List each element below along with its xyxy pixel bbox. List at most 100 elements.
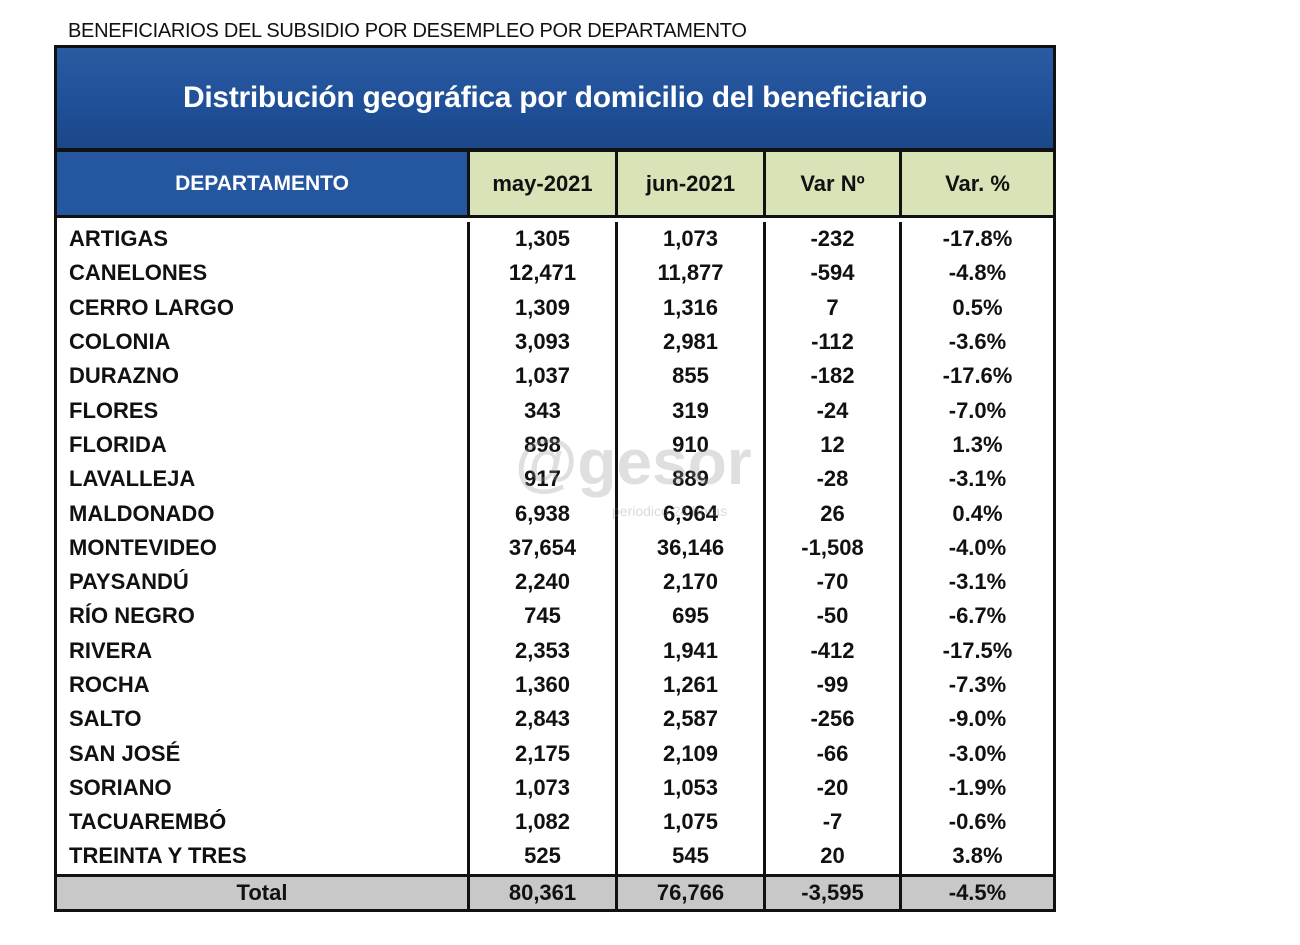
row-cell-1: 2,843 — [470, 702, 618, 737]
row-cell-0: FLORES — [57, 393, 470, 428]
row-cell-4: -17.8% — [942, 226, 1013, 252]
row-cell-1: 1,309 — [470, 290, 618, 325]
table-row: RÍO NEGRO 745 695 -50 -6.7% — [57, 599, 1053, 634]
row-cell-4: -9.0% — [948, 706, 1007, 732]
row-cell-1: 3,093 — [470, 324, 618, 360]
header-cell-1: may-2021 — [470, 152, 618, 215]
row-cell-2: 1,316 — [618, 290, 766, 325]
table-row: RIVERA 2,353 1,941 -412 -17.5% — [57, 633, 1053, 668]
table-row: PAYSANDÚ 2,240 2,170 -70 -3.1% — [57, 564, 1053, 600]
row-cell-2: 1,941 — [618, 633, 766, 668]
row-cell-4: -0.6% — [948, 809, 1007, 835]
table-header-row: DEPARTAMENTO may-2021 jun-2021 Var Nº Var. % — [57, 152, 1053, 218]
row-cell-0: TREINTA Y TRES — [57, 839, 470, 874]
row-cell-1: 525 — [470, 839, 618, 874]
header-cell-3: Var Nº — [766, 152, 902, 215]
row-cell-0: RÍO NEGRO — [57, 599, 470, 634]
row-cell-0: SORIANO — [57, 770, 470, 806]
row-cell-1: 2,175 — [470, 736, 618, 771]
row-cell-4: 1.3% — [952, 431, 1003, 457]
table-row: FLORIDA 898 910 12 1.3% — [57, 427, 1053, 463]
row-cell-4: -3.0% — [948, 740, 1007, 766]
header-cell-2: jun-2021 — [618, 152, 766, 215]
row-cell-1: 745 — [470, 599, 618, 634]
row-cell-0: SALTO — [57, 702, 470, 737]
row-cell-3: -7 — [766, 805, 902, 840]
table-title: Distribución geográfica por domicilio de… — [57, 48, 1053, 152]
row-cell-3: -66 — [766, 736, 902, 771]
row-cell-0: LAVALLEJA — [57, 462, 470, 497]
document-caption: BENEFICIARIOS DEL SUBSIDIO POR DESEMPLEO… — [68, 20, 747, 42]
table-body: ARTIGAS 1,305 1,073 -232 -17.8% CANELONES 12,4… — [57, 218, 1053, 874]
row-cell-1: 1,082 — [470, 805, 618, 840]
header-cell-0: DEPARTAMENTO — [57, 152, 470, 215]
table-row: CANELONES 12,471 11,877 -594 -4.8% — [57, 256, 1053, 291]
total-cell-4: -4.5% — [948, 879, 1007, 905]
table-row: DURAZNO 1,037 855 -182 -17.6% — [57, 359, 1053, 394]
beneficiaries-table: Distribución geográfica por domicilio de… — [54, 45, 1056, 912]
table-row: SAN JOSÉ 2,175 2,109 -66 -3.0% — [57, 736, 1053, 771]
table-row: SORIANO 1,073 1,053 -20 -1.9% — [57, 770, 1053, 806]
table-row: ROCHA 1,360 1,261 -99 -7.3% — [57, 667, 1053, 703]
table-row: LAVALLEJA 917 889 -28 -3.1% — [57, 462, 1053, 497]
row-cell-2: 855 — [618, 359, 766, 394]
row-cell-2: 1,261 — [618, 667, 766, 703]
row-cell-2: 695 — [618, 599, 766, 634]
row-cell-3: 26 — [766, 496, 902, 531]
row-cell-0: CERRO LARGO — [57, 290, 470, 325]
row-cell-4: -7.0% — [948, 397, 1007, 423]
row-cell-4: -7.3% — [948, 672, 1007, 697]
row-cell-0: TACUAREMBÓ — [57, 805, 470, 840]
row-cell-3: 7 — [766, 290, 902, 325]
row-cell-3: -1,508 — [766, 530, 902, 565]
row-cell-2: 545 — [618, 839, 766, 874]
table-row: ARTIGAS 1,305 1,073 -232 -17.8% — [57, 222, 1053, 257]
row-cell-0: RIVERA — [57, 633, 470, 668]
table-row: CERRO LARGO 1,309 1,316 7 0.5% — [57, 290, 1053, 325]
row-cell-2: 2,170 — [618, 564, 766, 600]
total-cell-2: 76,766 — [618, 876, 766, 909]
row-cell-3: -412 — [766, 633, 902, 668]
total-cell-0: Total — [57, 876, 470, 909]
row-cell-4: -17.5% — [942, 637, 1013, 663]
row-cell-3: -256 — [766, 702, 902, 737]
row-cell-0: ARTIGAS — [57, 222, 470, 257]
row-cell-2: 889 — [618, 462, 766, 497]
row-cell-2: 1,073 — [618, 222, 766, 257]
row-cell-2: 6,964 — [618, 496, 766, 531]
row-cell-2: 2,587 — [618, 702, 766, 737]
row-cell-4: -17.6% — [942, 363, 1013, 389]
row-cell-2: 1,075 — [618, 805, 766, 840]
table-row: MONTEVIDEO 37,654 36,146 -1,508 -4.0% — [57, 530, 1053, 565]
row-cell-3: 20 — [766, 839, 902, 874]
table-row: COLONIA 3,093 2,981 -112 -3.6% — [57, 324, 1053, 360]
row-cell-1: 898 — [470, 427, 618, 463]
header-cell-4: Var. % — [902, 152, 1053, 215]
table-total-row: Total 80,361 76,766 -3,595 -4.5% — [57, 873, 1053, 909]
row-cell-2: 319 — [618, 393, 766, 428]
row-cell-4: 0.4% — [952, 500, 1003, 526]
row-cell-0: ROCHA — [57, 667, 470, 703]
row-cell-3: -24 — [766, 393, 902, 428]
row-cell-1: 2,240 — [470, 564, 618, 600]
row-cell-4: -4.8% — [948, 260, 1007, 286]
table-row: TACUAREMBÓ 1,082 1,075 -7 -0.6% — [57, 805, 1053, 840]
row-cell-4: -4.0% — [948, 534, 1007, 560]
row-cell-1: 37,654 — [470, 530, 618, 565]
row-cell-4: -3.6% — [948, 329, 1007, 355]
row-cell-4: -3.1% — [948, 569, 1007, 595]
row-cell-0: PAYSANDÚ — [57, 564, 470, 600]
row-cell-1: 6,938 — [470, 496, 618, 531]
row-cell-0: CANELONES — [57, 256, 470, 291]
row-cell-4: -6.7% — [948, 603, 1007, 629]
row-cell-3: -594 — [766, 256, 902, 291]
row-cell-2: 36,146 — [618, 530, 766, 565]
row-cell-0: MALDONADO — [57, 496, 470, 531]
total-cell-3: -3,595 — [766, 876, 902, 909]
total-cell-1: 80,361 — [470, 876, 618, 909]
row-cell-2: 1,053 — [618, 770, 766, 806]
row-cell-3: -232 — [766, 222, 902, 257]
table-row: SALTO 2,843 2,587 -256 -9.0% — [57, 702, 1053, 737]
row-cell-4: 0.5% — [952, 294, 1003, 320]
table-row: FLORES 343 319 -24 -7.0% — [57, 393, 1053, 428]
